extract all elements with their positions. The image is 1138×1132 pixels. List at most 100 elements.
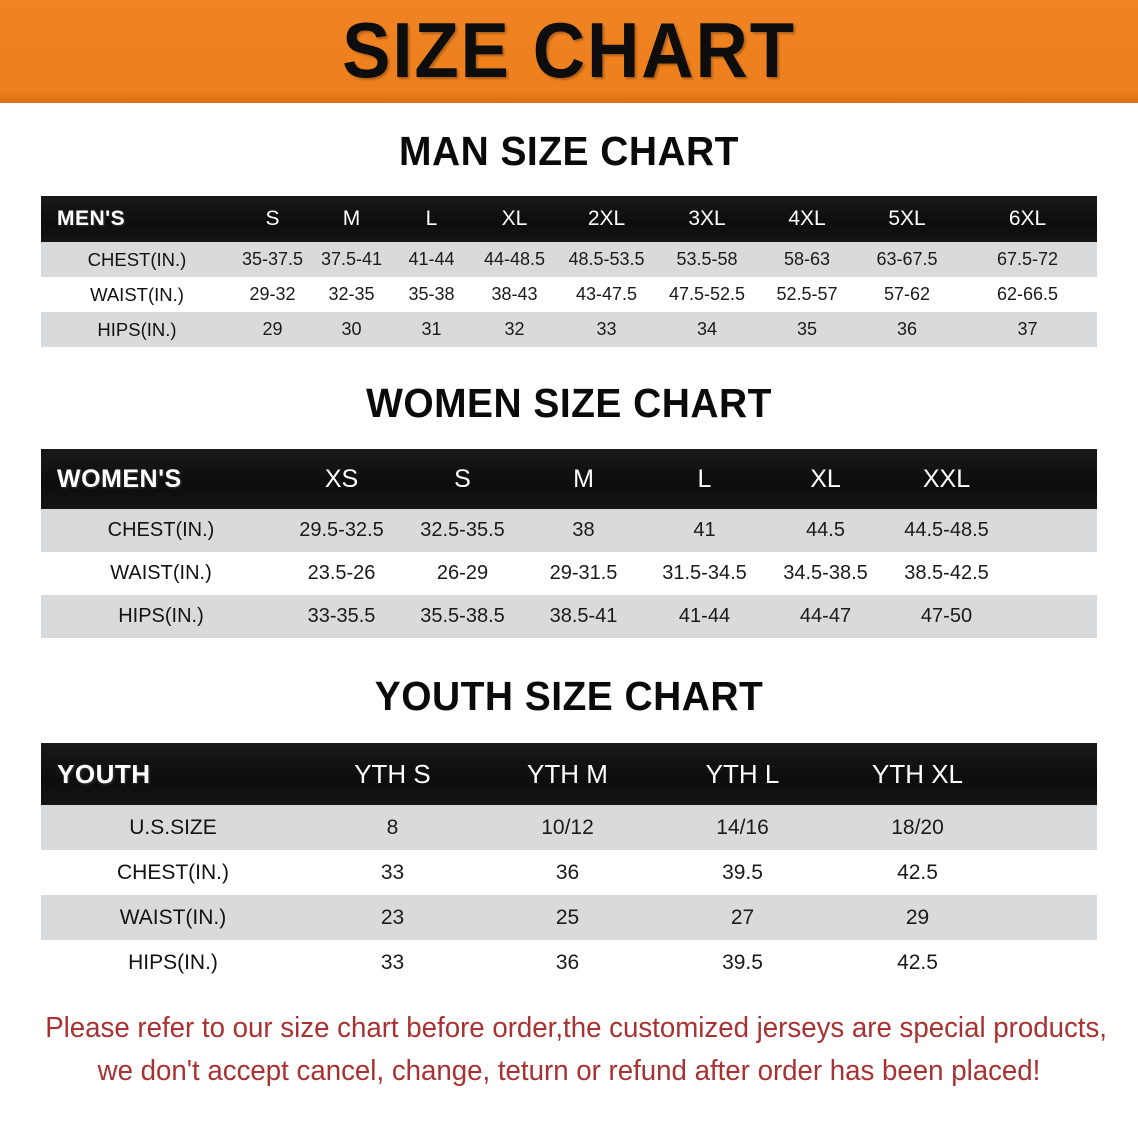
women-cell-spacer xyxy=(1007,509,1097,552)
youth-cell-ussize-m: 10/12 xyxy=(480,805,655,850)
man-cell-waist-xl: 38-43 xyxy=(472,277,557,312)
disclaimer-line-1: Please refer to our size chart before or… xyxy=(45,1012,1107,1044)
disclaimer-text: Please refer to our size chart before or… xyxy=(45,1007,1107,1094)
man-row-label-chest: CHEST(IN.) xyxy=(41,242,233,277)
youth-col-header-yth-m: YTH M xyxy=(480,743,655,805)
women-header-spacer xyxy=(1007,449,1097,509)
women-cell-chest-m: 38 xyxy=(523,509,644,552)
youth-row-label-chest: CHEST(IN.) xyxy=(41,850,305,895)
women-col-header-xs: XS xyxy=(281,449,402,509)
man-cell-waist-m: 32-35 xyxy=(312,277,391,312)
page-title: SIZE CHART xyxy=(342,5,796,94)
man-cell-waist-3xl: 47.5-52.5 xyxy=(656,277,758,312)
man-cell-chest-m: 37.5-41 xyxy=(312,242,391,277)
youth-cell-waist-xl: 29 xyxy=(830,895,1005,940)
women-size-table: WOMEN'S XS S M L XL XXL CHEST(IN.) 29.5-… xyxy=(41,449,1097,638)
man-table-header-row: MEN'S S M L XL 2XL 3XL 4XL 5XL 6XL xyxy=(41,196,1097,242)
man-cell-chest-5xl: 63-67.5 xyxy=(856,242,958,277)
women-cell-spacer xyxy=(1007,552,1097,595)
man-cell-chest-l: 41-44 xyxy=(391,242,472,277)
women-cell-chest-s: 32.5-35.5 xyxy=(402,509,523,552)
women-col-header-xl: XL xyxy=(765,449,886,509)
man-col-header-s: S xyxy=(233,196,312,242)
man-cell-hips-5xl: 36 xyxy=(856,312,958,347)
man-cell-waist-6xl: 62-66.5 xyxy=(958,277,1097,312)
women-cell-waist-xxl: 38.5-42.5 xyxy=(886,552,1007,595)
women-cell-chest-xs: 29.5-32.5 xyxy=(281,509,402,552)
women-cell-waist-l: 31.5-34.5 xyxy=(644,552,765,595)
table-row: U.S.SIZE 8 10/12 14/16 18/20 xyxy=(41,805,1097,850)
table-row: HIPS(IN.) 33 36 39.5 42.5 xyxy=(41,940,1097,985)
youth-cell-spacer xyxy=(1005,940,1097,985)
man-col-header-5xl: 5XL xyxy=(856,196,958,242)
youth-row-label-waist: WAIST(IN.) xyxy=(41,895,305,940)
man-cell-waist-s: 29-32 xyxy=(233,277,312,312)
women-cell-waist-m: 29-31.5 xyxy=(523,552,644,595)
women-col-header-m: M xyxy=(523,449,644,509)
women-cell-hips-m: 38.5-41 xyxy=(523,595,644,638)
man-col-header-l: L xyxy=(391,196,472,242)
women-row-label-chest: CHEST(IN.) xyxy=(41,509,281,552)
youth-cell-hips-xl: 42.5 xyxy=(830,940,1005,985)
man-cell-waist-2xl: 43-47.5 xyxy=(557,277,656,312)
women-table-header-row: WOMEN'S XS S M L XL XXL xyxy=(41,449,1097,509)
man-cell-hips-l: 31 xyxy=(391,312,472,347)
women-corner-label: WOMEN'S xyxy=(41,449,281,509)
man-col-header-4xl: 4XL xyxy=(758,196,856,242)
youth-cell-chest-xl: 42.5 xyxy=(830,850,1005,895)
youth-cell-hips-s: 33 xyxy=(305,940,480,985)
youth-cell-chest-l: 39.5 xyxy=(655,850,830,895)
youth-cell-spacer xyxy=(1005,805,1097,850)
women-cell-spacer xyxy=(1007,595,1097,638)
man-col-header-m: M xyxy=(312,196,391,242)
man-col-header-2xl: 2XL xyxy=(557,196,656,242)
youth-row-label-us-size: U.S.SIZE xyxy=(41,805,305,850)
women-cell-chest-l: 41 xyxy=(644,509,765,552)
youth-cell-chest-s: 33 xyxy=(305,850,480,895)
table-row: WAIST(IN.) 23 25 27 29 xyxy=(41,895,1097,940)
man-size-table-wrapper: MEN'S S M L XL 2XL 3XL 4XL 5XL 6XL CHEST… xyxy=(41,196,1097,347)
women-cell-hips-s: 35.5-38.5 xyxy=(402,595,523,638)
youth-table-header-row: YOUTH YTH S YTH M YTH L YTH XL xyxy=(41,743,1097,805)
youth-cell-waist-s: 23 xyxy=(305,895,480,940)
youth-cell-ussize-xl: 18/20 xyxy=(830,805,1005,850)
man-cell-hips-m: 30 xyxy=(312,312,391,347)
man-cell-chest-xl: 44-48.5 xyxy=(472,242,557,277)
man-cell-hips-s: 29 xyxy=(233,312,312,347)
youth-cell-chest-m: 36 xyxy=(480,850,655,895)
table-row: CHEST(IN.) 35-37.5 37.5-41 41-44 44-48.5… xyxy=(41,242,1097,277)
women-cell-hips-xs: 33-35.5 xyxy=(281,595,402,638)
youth-size-table-wrapper: YOUTH YTH S YTH M YTH L YTH XL U.S.SIZE … xyxy=(41,743,1097,985)
youth-cell-hips-l: 39.5 xyxy=(655,940,830,985)
table-row: CHEST(IN.) 33 36 39.5 42.5 xyxy=(41,850,1097,895)
women-section-title: WOMEN SIZE CHART xyxy=(366,380,772,426)
youth-col-header-yth-xl: YTH XL xyxy=(830,743,1005,805)
page-banner: SIZE CHART xyxy=(0,0,1138,103)
women-row-label-waist: WAIST(IN.) xyxy=(41,552,281,595)
youth-header-spacer xyxy=(1005,743,1097,805)
table-row: CHEST(IN.) 29.5-32.5 32.5-35.5 38 41 44.… xyxy=(41,509,1097,552)
women-cell-waist-xl: 34.5-38.5 xyxy=(765,552,886,595)
youth-size-table: YOUTH YTH S YTH M YTH L YTH XL U.S.SIZE … xyxy=(41,743,1097,985)
youth-corner-label: YOUTH xyxy=(41,743,305,805)
man-row-label-hips: HIPS(IN.) xyxy=(41,312,233,347)
youth-section-title: YOUTH SIZE CHART xyxy=(374,673,764,719)
women-cell-hips-l: 41-44 xyxy=(644,595,765,638)
women-cell-chest-xxl: 44.5-48.5 xyxy=(886,509,1007,552)
youth-col-header-yth-s: YTH S xyxy=(305,743,480,805)
women-col-header-s: S xyxy=(402,449,523,509)
man-cell-hips-2xl: 33 xyxy=(557,312,656,347)
man-cell-hips-xl: 32 xyxy=(472,312,557,347)
women-col-header-l: L xyxy=(644,449,765,509)
man-cell-chest-3xl: 53.5-58 xyxy=(656,242,758,277)
man-cell-hips-3xl: 34 xyxy=(656,312,758,347)
women-row-label-hips: HIPS(IN.) xyxy=(41,595,281,638)
youth-cell-ussize-s: 8 xyxy=(305,805,480,850)
women-cell-waist-xs: 23.5-26 xyxy=(281,552,402,595)
man-col-header-xl: XL xyxy=(472,196,557,242)
women-cell-waist-s: 26-29 xyxy=(402,552,523,595)
women-cell-chest-xl: 44.5 xyxy=(765,509,886,552)
women-col-header-xxl: XXL xyxy=(886,449,1007,509)
women-size-table-wrapper: WOMEN'S XS S M L XL XXL CHEST(IN.) 29.5-… xyxy=(41,449,1097,638)
youth-cell-waist-l: 27 xyxy=(655,895,830,940)
